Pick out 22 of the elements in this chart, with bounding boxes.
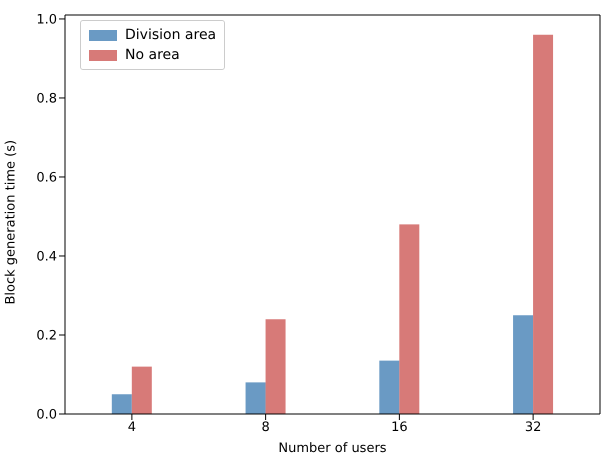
y-axis-title: Block generation time (s) [4,140,19,304]
y-tick-label: 0.0 [36,408,57,423]
y-tick-label: 1.0 [36,12,57,28]
bar [379,360,400,414]
y-tick-label: 0.6 [36,170,57,186]
x-tick-label: 32 [524,420,542,436]
y-tick-label: 0.2 [36,328,57,344]
bar [513,315,534,414]
y-tick-label: 0.4 [36,250,57,265]
bar [533,34,554,414]
bar [112,394,132,414]
x-axis-title: Number of users [278,441,387,456]
legend-label: Division area [125,26,216,45]
x-tick-label: 8 [261,420,270,436]
bar [132,366,152,414]
bar [399,224,420,414]
y-tick-label: 0.8 [36,92,57,107]
x-tick-label: 4 [128,420,136,436]
bar [246,382,266,414]
legend-label: No area [125,46,180,65]
x-tick-label: 16 [391,420,408,436]
bar [266,319,286,414]
